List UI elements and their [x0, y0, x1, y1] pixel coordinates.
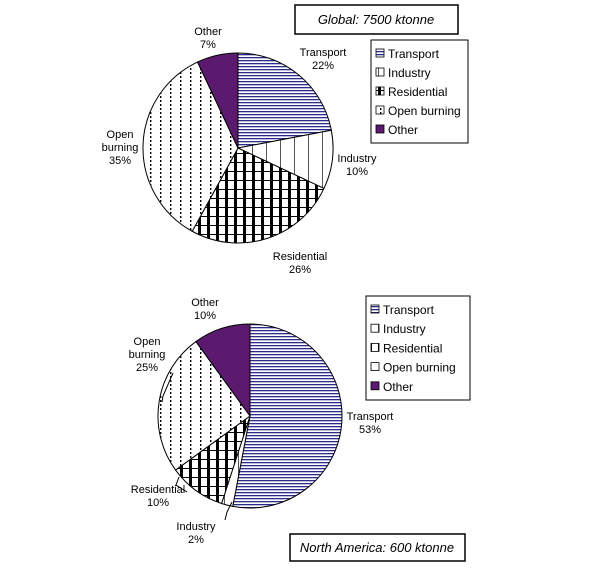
slice-label-transport: Transport 53%: [347, 411, 394, 436]
legend-label-transport: Transport: [383, 303, 435, 317]
pie-slice-open-burning: [157, 340, 251, 471]
leader-line-residential: [175, 476, 188, 493]
legend-label-industry: Industry: [383, 322, 426, 336]
pie-north-america: [157, 323, 343, 509]
pie-slice-open-burning: [142, 61, 239, 232]
pie-slice-other: [195, 323, 251, 418]
slice-label-other: Other 7%: [194, 26, 222, 51]
pie-slice-transport: [237, 52, 332, 149]
legend-swatch-transport: [370, 304, 380, 314]
legend-swatch-residential: [370, 342, 380, 352]
legend-swatch-other: [375, 124, 385, 134]
legend-label-residential: Residential: [383, 341, 442, 355]
pie-slice-transport: [232, 323, 343, 509]
chart-north-america: North America: 600 ktonne Transport 53% In…: [129, 295, 471, 562]
legend-label-other: Other: [388, 123, 418, 137]
slice-label-residential: Residential 10%: [131, 484, 185, 509]
slice-label-open-burning: Open burning 35%: [102, 129, 139, 167]
pie-slice-other: [196, 52, 239, 149]
slice-label-transport: Transport 22%: [300, 47, 347, 72]
slice-label-residential: Residential 26%: [273, 251, 327, 276]
legend-swatch-open-burning: [375, 105, 385, 115]
leader-line-industry: [224, 501, 233, 521]
legend-north-america: Transport Industry Residential Open burning…: [365, 295, 471, 401]
legend-box: [370, 39, 469, 144]
legend-label-other: Other: [383, 380, 413, 394]
legend-swatch-residential: [375, 86, 385, 96]
slice-label-industry: Industry 10%: [337, 153, 377, 178]
legend-label-residential: Residential: [388, 85, 447, 99]
legend-label-transport: Transport: [388, 47, 440, 61]
legend-global: Transport Industry Residential Open burning…: [370, 39, 469, 144]
pie-global: [142, 52, 334, 244]
legend-swatch-open-burning: [370, 362, 380, 372]
legend-box: [365, 295, 471, 401]
slice-label-industry: Industry 2%: [176, 521, 216, 546]
leader-line-open-burning: [161, 372, 174, 403]
legend-swatch-transport: [375, 48, 385, 58]
labels-global: Transport 22% Industry 10% Residential 26% Ope…: [102, 26, 377, 276]
legend-swatch-industry: [370, 323, 380, 333]
chart-title-box-north-america: [289, 533, 466, 562]
chart-title-global: Global: 7500 ktonne: [318, 12, 434, 27]
legend-swatch-other: [370, 381, 380, 391]
slice-label-other: Other 10%: [191, 297, 219, 322]
chart-title-north-america: North America: 600 ktonne: [300, 540, 454, 555]
chart-global: Global: 7500 ktonne Transport 22% Industry…: [102, 4, 469, 276]
chart-title-box-global: [294, 4, 459, 35]
legend-label-open-burning: Open burning: [388, 104, 461, 118]
slice-label-open-burning: Open burning 25%: [129, 336, 166, 374]
labels-north-america: Transport 53% Industry 2% Residential 10% Open…: [129, 297, 394, 546]
legend-label-open-burning: Open burning: [383, 361, 456, 375]
legend-swatch-industry: [375, 67, 385, 77]
legend-label-industry: Industry: [388, 66, 431, 80]
